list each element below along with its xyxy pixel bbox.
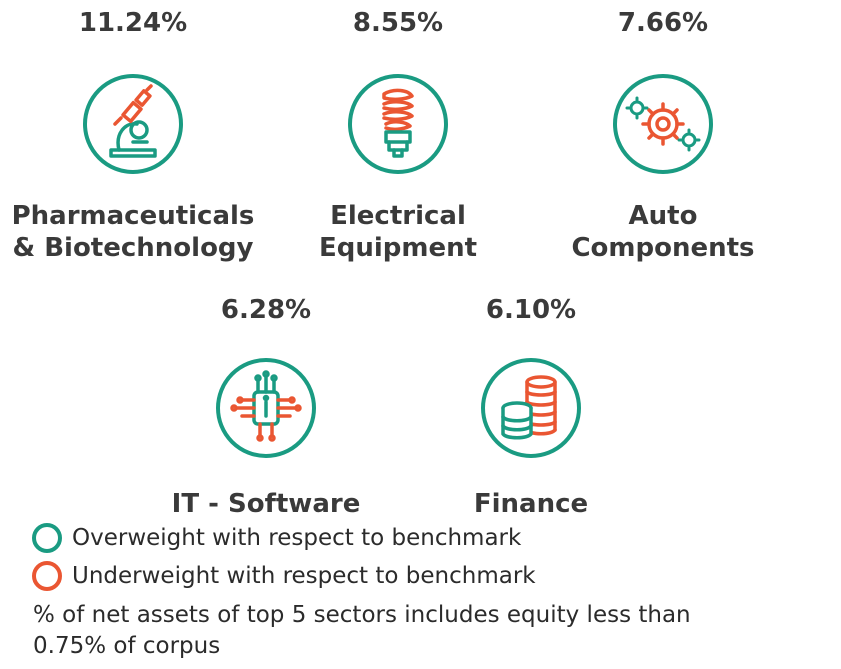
sector-name: Auto Components bbox=[571, 200, 754, 264]
microscope-icon bbox=[83, 74, 183, 174]
sector-name: Electrical Equipment bbox=[319, 200, 477, 264]
footnote: % of net assets of top 5 sectors include… bbox=[33, 602, 691, 659]
sector-name-line1: Pharmaceuticals bbox=[11, 201, 255, 231]
sector-percent: 7.66% bbox=[617, 8, 709, 38]
underweight-circle-icon bbox=[32, 561, 62, 591]
sector-name-line2: Components bbox=[571, 233, 755, 263]
legend-overweight: Overweight with respect to benchmark bbox=[32, 523, 521, 553]
sector-percent: 6.10% bbox=[485, 295, 577, 325]
legend-overweight-label: Overweight with respect to benchmark bbox=[72, 525, 522, 551]
sector-name-line1: Auto bbox=[628, 201, 698, 231]
sector-name: Finance bbox=[474, 488, 588, 520]
overweight-circle-icon bbox=[32, 523, 62, 553]
legend-underweight: Underweight with respect to benchmark bbox=[32, 561, 536, 591]
light-bulb-icon bbox=[348, 74, 448, 174]
sector-percent: 6.28% bbox=[220, 295, 312, 325]
sector-name-line2: Equipment bbox=[318, 233, 478, 263]
sector-name-line2: & Biotechnology bbox=[12, 233, 254, 263]
sector-name-line1: IT - Software bbox=[171, 489, 361, 519]
gears-icon bbox=[613, 74, 713, 174]
sector-name-line1: Finance bbox=[473, 489, 589, 519]
coins-stack-icon bbox=[481, 358, 581, 458]
sector-name: IT - Software bbox=[172, 488, 361, 520]
legend-underweight-label: Underweight with respect to benchmark bbox=[72, 563, 536, 589]
sector-name-line1: Electrical bbox=[330, 201, 466, 231]
sector-percent: 8.55% bbox=[352, 8, 444, 38]
sector-percent: 11.24% bbox=[78, 8, 188, 38]
circuit-chip-icon bbox=[216, 358, 316, 458]
sector-name: Pharmaceuticals & Biotechnology bbox=[12, 200, 255, 264]
